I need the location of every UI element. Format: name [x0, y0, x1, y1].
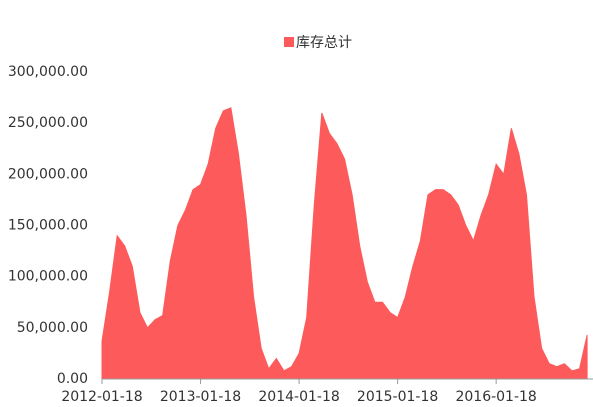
legend-swatch [284, 37, 294, 47]
y-tick-label: 0.00 [57, 371, 88, 387]
legend-label: 库存总计 [296, 35, 352, 51]
x-tick-label: 2013-01-18 [160, 389, 241, 405]
y-tick-label: 200,000.00 [8, 166, 88, 182]
x-tick-label: 2014-01-18 [258, 389, 339, 405]
x-tick-label: 2012-01-18 [61, 389, 142, 405]
x-tick-label: 2015-01-18 [357, 389, 438, 405]
y-tick-label: 300,000.00 [8, 64, 88, 80]
y-tick-label: 50,000.00 [17, 320, 88, 336]
y-tick-label: 150,000.00 [8, 218, 88, 234]
area [101, 107, 588, 380]
x-tick-label: 2016-01-18 [455, 389, 536, 405]
y-tick-label: 100,000.00 [8, 269, 88, 285]
y-tick-label: 250,000.00 [8, 115, 88, 131]
